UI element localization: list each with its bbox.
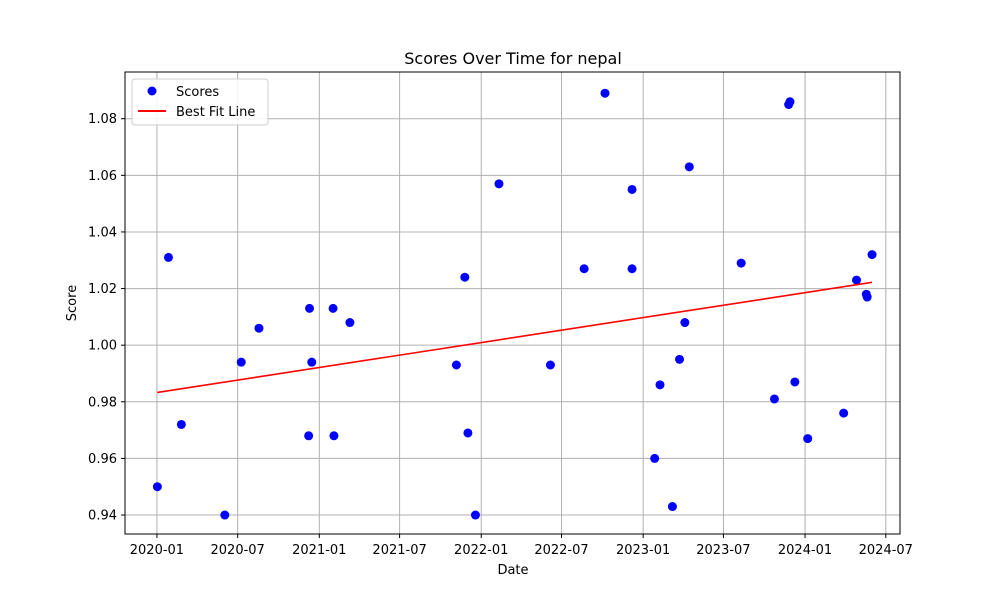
score-point [305, 303, 315, 313]
score-point [460, 272, 470, 282]
y-tick-label: 0.98 [88, 395, 117, 410]
x-tick-label: 2020-01 [130, 543, 184, 558]
score-point [650, 453, 660, 463]
score-point [852, 275, 862, 285]
y-tick-label: 1.04 [88, 225, 117, 240]
score-point [329, 431, 339, 441]
y-axis-label: Score [65, 285, 80, 321]
score-point [163, 252, 173, 262]
score-point [328, 303, 338, 313]
score-point [451, 360, 461, 370]
score-point [839, 408, 849, 418]
score-point [152, 482, 162, 492]
score-point [304, 431, 314, 441]
score-point [736, 258, 746, 268]
score-point [307, 357, 317, 367]
score-point [345, 318, 355, 328]
score-point [769, 394, 779, 404]
score-point [176, 419, 186, 429]
x-axis-label: Date [497, 563, 528, 578]
x-tick-label: 2022-01 [454, 543, 508, 558]
score-point [236, 357, 246, 367]
legend: Scores Best Fit Line [131, 78, 269, 126]
x-tick-label: 2024-07 [859, 543, 913, 558]
y-tick-label: 1.08 [88, 112, 117, 127]
score-point [470, 510, 480, 520]
score-point [790, 377, 800, 387]
y-tick-label: 0.96 [88, 452, 117, 467]
score-point [579, 264, 589, 274]
y-tick-label: 0.94 [88, 509, 117, 524]
score-point [803, 434, 813, 444]
series-layer [152, 88, 877, 520]
chart-title: Scores Over Time for nepal [404, 49, 622, 68]
score-point [684, 162, 694, 172]
score-point [867, 250, 877, 260]
legend-label-scores: Scores [176, 85, 219, 100]
score-point [862, 292, 872, 302]
x-tick-label: 2023-07 [696, 543, 750, 558]
score-point [545, 360, 555, 370]
x-tick-label: 2023-01 [616, 543, 670, 558]
score-point [254, 323, 264, 333]
grid-layer [125, 72, 900, 534]
score-point [627, 264, 637, 274]
best-fit-line [157, 281, 873, 394]
score-point [680, 318, 690, 328]
score-point [600, 88, 610, 98]
plot-frame [124, 71, 901, 535]
legend-box [131, 78, 269, 126]
score-point [627, 184, 637, 194]
score-point [655, 380, 665, 390]
y-tick-label: 1.00 [88, 339, 117, 354]
x-tick-label: 2021-01 [292, 543, 346, 558]
legend-label-best-fit: Best Fit Line [176, 105, 255, 120]
score-point [220, 510, 230, 520]
score-point [675, 354, 685, 364]
x-tick-label: 2024-01 [778, 543, 832, 558]
x-tick-label: 2022-07 [534, 543, 588, 558]
ticks-layer: 2020-01 2020-07 2021-01 2021-07 2022-01 2022-… [88, 112, 913, 558]
score-point [785, 97, 795, 107]
legend-marker-scores [147, 86, 157, 96]
x-tick-label: 2021-07 [372, 543, 426, 558]
y-tick-label: 1.02 [88, 282, 117, 297]
y-tick-label: 1.06 [88, 169, 117, 184]
score-point [667, 502, 677, 512]
score-point [494, 179, 504, 189]
x-tick-label: 2020-07 [211, 543, 265, 558]
score-point [463, 428, 473, 438]
